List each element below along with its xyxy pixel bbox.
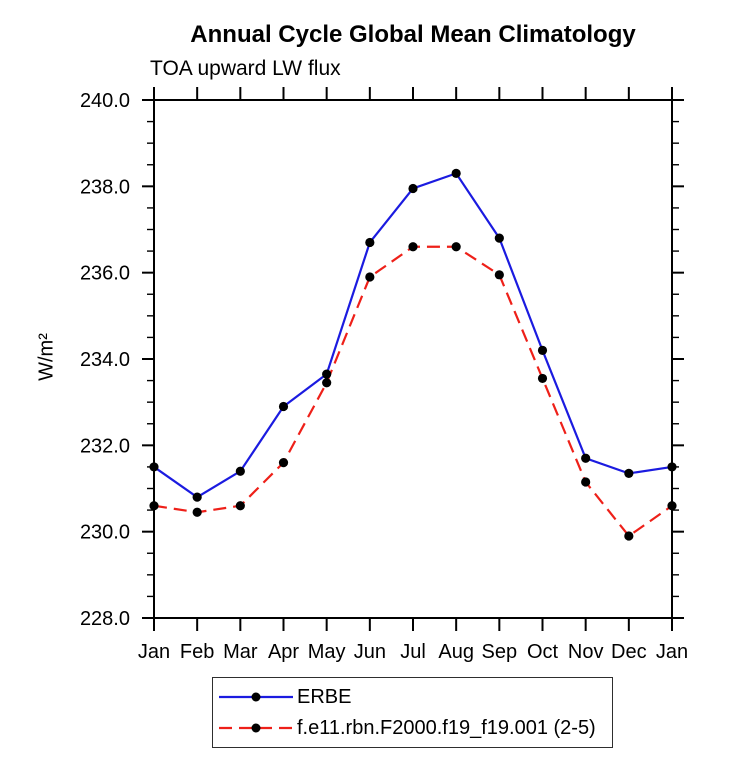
x-tick-label: Mar <box>223 641 258 663</box>
data-point-marker <box>667 501 677 511</box>
data-point-marker <box>667 462 677 472</box>
y-tick-labels: 228.0 230.0 232.0 234.0 236.0 238.0 240.0 <box>80 90 130 630</box>
chart-title: Annual Cycle Global Mean Climatology <box>190 21 636 48</box>
data-point-marker <box>149 501 159 511</box>
data-point-marker <box>494 233 504 243</box>
legend-line-sample-dashed <box>219 723 293 733</box>
x-tick-label: Oct <box>527 641 559 663</box>
data-point-marker <box>581 453 591 463</box>
x-tick-label: Dec <box>611 641 647 663</box>
x-tick-label: Jun <box>354 641 386 663</box>
data-point-marker <box>322 369 332 379</box>
plot-frame <box>153 99 673 619</box>
legend-item-model: f.e11.rbn.F2000.f19_f19.001 (2-5) <box>213 713 612 744</box>
data-point-marker <box>537 345 548 355</box>
data-point-marker <box>408 183 418 194</box>
data-point-marker <box>624 468 634 478</box>
data-point-marker <box>537 373 548 384</box>
y-tick-label: 240.0 <box>80 90 130 112</box>
chart-subtitle: TOA upward LW flux <box>150 57 341 80</box>
data-point-marker <box>322 378 332 388</box>
data-point-marker <box>149 462 159 472</box>
x-tick-label: Aug <box>438 641 474 663</box>
legend-label-erbe: ERBE <box>297 685 352 708</box>
data-point-marker <box>365 237 375 248</box>
data-point-marker <box>235 466 245 476</box>
x-tick-label: Feb <box>180 641 214 663</box>
legend-item-erbe: ERBE <box>213 682 612 713</box>
axis-ticks <box>142 87 684 631</box>
y-tick-label: 236.0 <box>80 263 130 285</box>
y-tick-label: 232.0 <box>80 435 130 457</box>
data-point-marker <box>235 501 245 511</box>
x-tick-labels: Jan Feb Mar Apr May Jun Jul Aug Sep Oct Nov Dec Jan <box>138 641 688 663</box>
series-line-1 <box>153 245 673 538</box>
series-markers <box>149 168 677 541</box>
data-point-marker <box>494 270 504 280</box>
x-tick-label: Sep <box>482 641 518 663</box>
x-tick-label: Jul <box>400 641 426 663</box>
x-tick-label: Apr <box>268 641 299 663</box>
series-lines <box>153 172 673 538</box>
data-point-marker <box>581 477 591 487</box>
x-tick-label: Jan <box>656 641 688 663</box>
x-tick-label: Nov <box>568 641 604 663</box>
x-tick-label: Jan <box>138 641 170 663</box>
data-point-marker <box>451 168 461 178</box>
data-point-marker <box>278 458 289 468</box>
legend: ERBE f.e11.rbn.F2000.f19_f19.001 (2-5) <box>212 677 613 748</box>
y-tick-label: 238.0 <box>80 176 130 198</box>
data-point-marker <box>278 401 289 412</box>
data-point-marker <box>451 242 461 252</box>
x-tick-label: May <box>308 641 346 663</box>
data-point-marker <box>624 531 634 541</box>
y-tick-label: 230.0 <box>80 522 130 544</box>
y-tick-label: 228.0 <box>80 608 130 630</box>
series-line-0 <box>153 172 673 499</box>
data-point-marker <box>408 242 418 252</box>
legend-line-sample-solid <box>219 692 293 702</box>
data-point-marker <box>192 507 202 517</box>
data-point-marker <box>365 272 375 282</box>
data-point-marker <box>192 492 202 502</box>
y-tick-label: 234.0 <box>80 349 130 371</box>
legend-label-model: f.e11.rbn.F2000.f19_f19.001 (2-5) <box>297 716 596 739</box>
